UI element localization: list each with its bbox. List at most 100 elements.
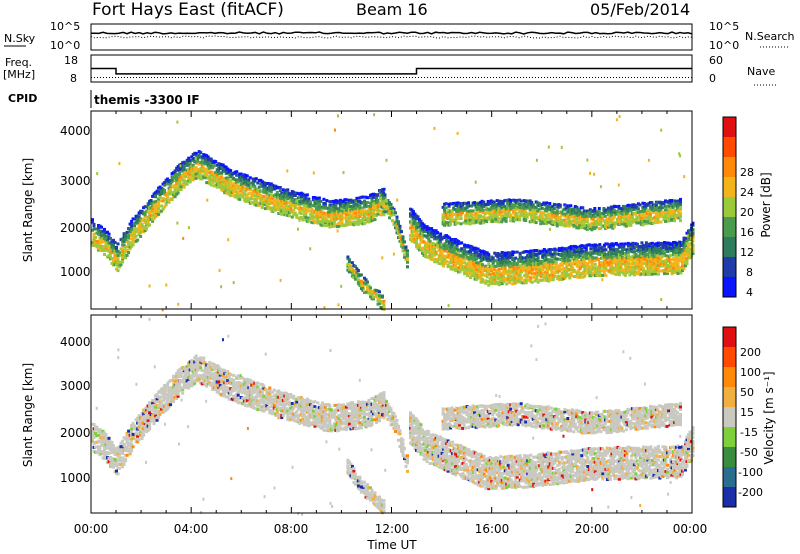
data-cell [176, 188, 180, 192]
data-cell [395, 215, 399, 219]
data-cell [691, 233, 695, 237]
data-cell [375, 292, 378, 296]
data-cell [678, 266, 681, 270]
data-cell [599, 226, 603, 230]
data-cell [94, 432, 97, 435]
data-cell [487, 259, 491, 263]
data-cell [325, 224, 329, 228]
data-cell [609, 207, 613, 211]
data-cell [436, 245, 440, 249]
data-cell [160, 401, 164, 405]
data-cell [163, 205, 167, 209]
data-cell [295, 199, 299, 203]
data-cell [290, 210, 294, 214]
data-cell [358, 221, 362, 225]
data-cell [91, 220, 94, 224]
data-cell [593, 262, 597, 266]
data-cell [687, 247, 690, 251]
data-cell [533, 279, 537, 283]
data-cell [583, 269, 587, 273]
data-cell [116, 256, 120, 260]
data-cell [476, 204, 480, 208]
data-cell [636, 207, 640, 211]
data-cell [421, 227, 424, 231]
data-cell [673, 253, 677, 257]
data-cell [173, 189, 177, 193]
data-cell [622, 244, 626, 248]
data-cell [337, 224, 341, 228]
data-cell [381, 294, 384, 298]
data-cell [518, 251, 522, 255]
data-cell [581, 255, 585, 259]
data-cell [601, 269, 605, 273]
data-cell [524, 219, 528, 222]
data-cell [664, 214, 667, 218]
data-cell [104, 439, 108, 442]
data-cell [397, 222, 400, 225]
data-cell [533, 271, 537, 275]
data-cell [125, 440, 129, 444]
data-cell [554, 248, 558, 252]
data-cell [482, 200, 486, 204]
data-cell [212, 164, 216, 168]
data-cell [94, 445, 97, 449]
data-cell [457, 240, 461, 244]
data-cell [515, 214, 519, 218]
data-cell [307, 197, 311, 201]
data-cell [253, 197, 257, 201]
data-cell [574, 260, 578, 263]
data-cell [500, 264, 504, 268]
data-cell [638, 256, 642, 260]
data-cell [172, 397, 176, 401]
data-cell [593, 268, 597, 272]
data-cell [599, 219, 603, 223]
data-cell [196, 167, 200, 171]
data-cell [128, 247, 132, 251]
data-cell [550, 271, 554, 275]
data-cell [188, 170, 192, 174]
data-cell [410, 224, 414, 228]
data-cell [445, 260, 449, 264]
data-cell [378, 290, 381, 294]
power-ytick-3000: 3000 [60, 174, 91, 188]
data-cell [299, 216, 303, 219]
data-cell [188, 172, 192, 176]
data-cell [119, 253, 123, 257]
data-cell [608, 245, 612, 249]
data-cell [563, 251, 567, 255]
data-cell [648, 219, 652, 223]
data-cell [337, 303, 340, 307]
data-cell [510, 206, 514, 210]
data-cell [618, 115, 621, 118]
data-cell [313, 215, 317, 219]
data-cell [148, 223, 152, 227]
data-cell [544, 255, 548, 259]
data-cell [286, 188, 290, 192]
data-cell [541, 252, 545, 256]
data-cell [482, 221, 486, 225]
data-cell [178, 183, 182, 187]
data-cell [133, 228, 137, 232]
power-cbar-tick-20: 20 [740, 206, 754, 219]
data-cell [557, 269, 561, 273]
data-cell [247, 183, 251, 187]
data-cell [481, 271, 485, 275]
data-cell [110, 251, 114, 255]
data-cell [149, 419, 153, 423]
data-cell [389, 209, 393, 213]
data-cell [521, 205, 525, 208]
data-cell [444, 202, 448, 206]
data-cell [373, 218, 377, 222]
data-cell [112, 465, 115, 469]
data-cell [512, 258, 516, 262]
data-cell [485, 275, 489, 279]
data-cell [651, 211, 655, 214]
data-cell [369, 286, 372, 290]
data-cell [121, 452, 125, 455]
data-cell [611, 223, 615, 227]
data-cell [469, 254, 473, 258]
data-cell [568, 259, 572, 263]
colorbar-swatch [723, 177, 736, 198]
data-cell [163, 183, 167, 187]
